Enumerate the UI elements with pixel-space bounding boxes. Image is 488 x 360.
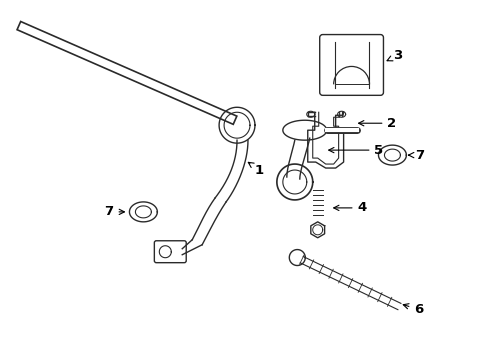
Text: 1: 1 [248,162,264,176]
FancyBboxPatch shape [319,35,383,95]
Text: 7: 7 [104,205,124,219]
Text: 3: 3 [386,49,402,62]
Text: 2: 2 [358,117,396,130]
Text: 7: 7 [408,149,424,162]
Text: 6: 6 [403,303,423,316]
FancyBboxPatch shape [154,241,186,263]
Polygon shape [17,22,236,124]
Text: 5: 5 [328,144,383,157]
Text: 4: 4 [333,201,366,215]
